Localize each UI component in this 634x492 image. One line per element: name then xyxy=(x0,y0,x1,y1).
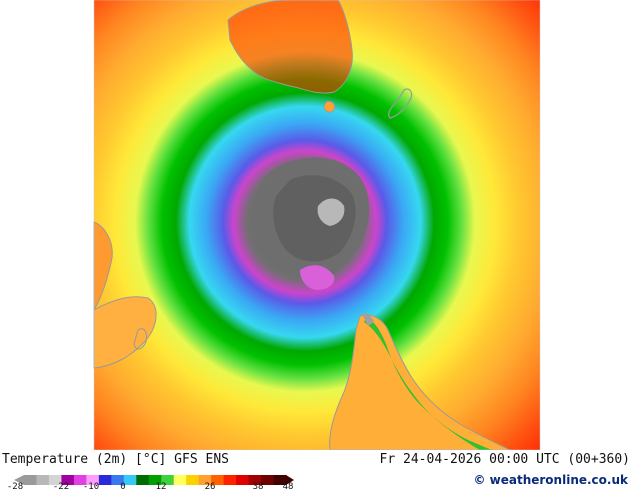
legend-tick-label: 38 xyxy=(252,482,264,492)
andes-ridge xyxy=(364,318,492,450)
legend-color-swatch xyxy=(273,475,287,485)
legend-color-swatch xyxy=(248,475,262,485)
map-canvas xyxy=(93,0,541,450)
legend-color-swatch xyxy=(61,475,75,485)
legend-tick-label: 12 xyxy=(155,482,167,492)
legend-color-swatch xyxy=(148,475,162,485)
site-credit[interactable]: © weatheronline.co.uk xyxy=(473,473,628,487)
legend-tick-label: 26 xyxy=(204,482,216,492)
australia-landmass xyxy=(228,0,353,94)
legend-color-swatch xyxy=(36,475,50,485)
legend-color-swatch xyxy=(98,475,112,485)
valid-time: Fr 24-04-2026 00:00 UTC (00+360) xyxy=(379,452,630,467)
south-america-landmass xyxy=(329,314,511,450)
legend-color-swatch xyxy=(211,475,225,485)
credit-text: weatheronline.co.uk xyxy=(489,473,628,487)
legend-color-swatch xyxy=(24,475,37,485)
legend-tick-label: -22 xyxy=(52,482,70,492)
legend-color-swatch xyxy=(123,475,137,485)
legend-color-swatch xyxy=(173,475,187,485)
legend-color-swatch xyxy=(48,475,62,485)
legend-tick-label: -28 xyxy=(6,482,24,492)
legend-tick-label: -10 xyxy=(82,482,100,492)
map-title: Temperature (2m) [°C] GFS ENS xyxy=(2,452,229,467)
legend-color-swatch xyxy=(86,475,100,485)
africa-landmass xyxy=(93,221,113,312)
copyright-symbol: © xyxy=(473,473,486,487)
legend-bar xyxy=(14,475,294,485)
legend-color-swatch xyxy=(223,475,237,485)
legend-tick-label: 48 xyxy=(282,482,294,492)
color-legend: -28 -22 -10 0 12 26 38 48 xyxy=(7,471,294,492)
legend-color-swatch xyxy=(261,475,275,485)
legend-color-swatch xyxy=(136,475,150,485)
legend-tick-label: 0 xyxy=(120,482,126,492)
legend-color-swatch xyxy=(186,475,200,485)
legend-color-swatch xyxy=(236,475,250,485)
new-zealand-outline xyxy=(388,88,413,119)
legend-left-arrow xyxy=(14,475,24,485)
map-footer: Temperature (2m) [°C] GFS ENS Fr 24-04-2… xyxy=(0,450,634,492)
legend-color-swatch xyxy=(73,475,87,485)
temperature-map xyxy=(93,0,541,450)
legend-right-arrow xyxy=(286,475,294,485)
legend-color-swatch xyxy=(161,475,175,485)
legend-color-swatch xyxy=(111,475,125,485)
legend-color-swatch xyxy=(198,475,212,485)
